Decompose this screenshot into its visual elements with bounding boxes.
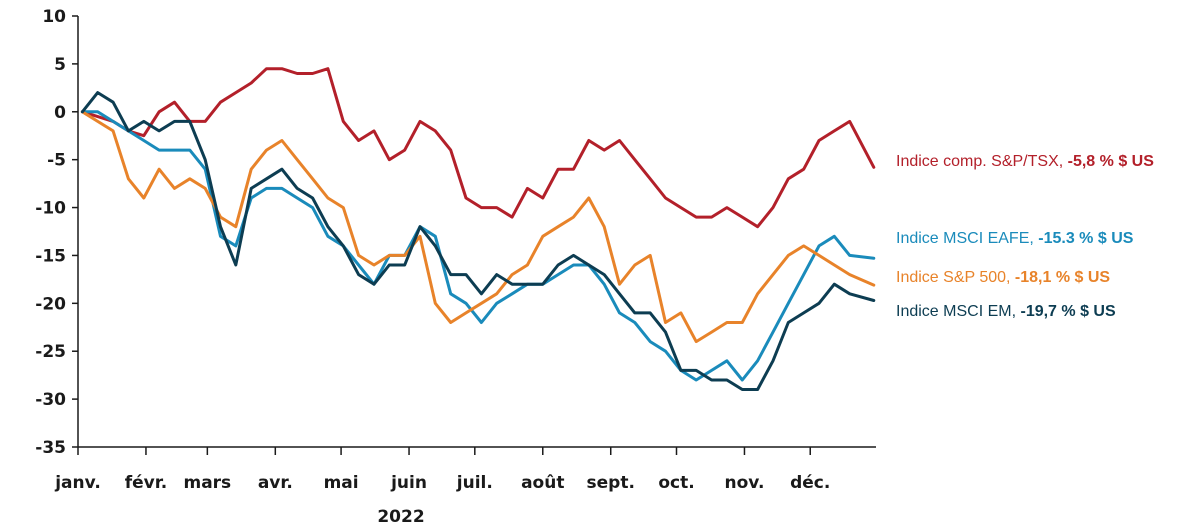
legend-series-value: -18,1 % $ US: [1015, 269, 1110, 286]
legend-entry-2: Indice S&P 500, -18,1 % $ US: [896, 269, 1110, 286]
y-tick-label: -30: [35, 390, 66, 410]
y-tick-label: 0: [54, 103, 66, 123]
legend-entry-0: Indice comp. S&P/TSX, -5,8 % $ US: [896, 153, 1154, 170]
y-tick-label: -20: [35, 294, 66, 314]
series-line-0: [80, 67, 876, 229]
x-tick-label: juil.: [456, 473, 493, 493]
series-lines: [80, 67, 876, 391]
series-line-2: [80, 110, 876, 344]
legend-entry-1: Indice MSCI EAFE, -15.3 % $ US: [896, 230, 1134, 247]
y-tick-label: -5: [47, 151, 66, 171]
legend-series-name: Indice MSCI EM,: [896, 303, 1020, 320]
y-tick-label: 10: [42, 7, 66, 27]
legend-series-value: -19,7 % $ US: [1020, 303, 1115, 320]
y-tick-label: -35: [35, 438, 66, 458]
x-axis-title: 2022: [377, 507, 424, 527]
legend-series-value: -5,8 % $ US: [1068, 153, 1155, 170]
x-tick-label: nov.: [724, 473, 764, 493]
x-tick-label: oct.: [658, 473, 694, 493]
y-tick-label: -10: [35, 199, 66, 219]
y-tick-label: 5: [54, 55, 66, 75]
legend-series-value: -15.3 % $ US: [1038, 230, 1133, 247]
x-tick-labels: janv. févr. mars avr. mai juin juil. août sept. o…: [54, 447, 830, 493]
x-tick-label: juin: [390, 473, 427, 493]
x-tick-label: mai: [324, 473, 359, 493]
x-tick-label: août: [521, 473, 564, 493]
x-tick-label: févr.: [125, 473, 167, 493]
series-line-3: [80, 91, 876, 391]
legend: Indice comp. S&P/TSX, -5,8 % $ USIndice …: [896, 153, 1154, 320]
legend-series-name: Indice S&P 500,: [896, 269, 1015, 286]
y-tick-label: -25: [35, 342, 66, 362]
y-tick-labels: 10 5 0 -5 -10 -15 -20 -25 -30 -35: [35, 7, 78, 458]
legend-entry-3: Indice MSCI EM, -19,7 % $ US: [896, 303, 1116, 320]
legend-series-name: Indice comp. S&P/TSX,: [896, 153, 1068, 170]
x-tick-label: déc.: [790, 473, 830, 493]
x-tick-label: janv.: [54, 473, 101, 493]
x-tick-label: mars: [183, 473, 231, 493]
x-axis: janv. févr. mars avr. mai juin juil. août sept. o…: [54, 446, 876, 527]
y-axis: 10 5 0 -5 -10 -15 -20 -25 -30 -35: [35, 7, 79, 458]
legend-series-name: Indice MSCI EAFE,: [896, 230, 1038, 247]
x-tick-label: avr.: [258, 473, 293, 493]
y-tick-label: -15: [35, 246, 66, 266]
x-tick-label: sept.: [587, 473, 635, 493]
